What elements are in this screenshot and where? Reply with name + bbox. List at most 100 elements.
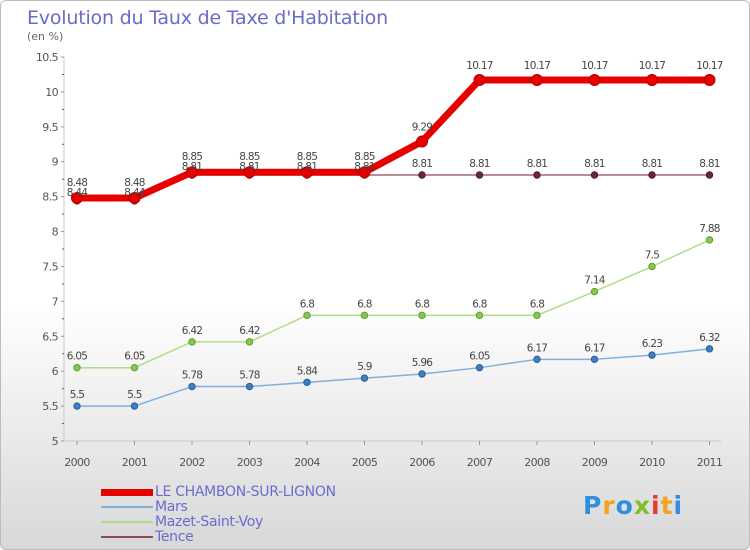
data-label: 8.81 bbox=[699, 158, 720, 170]
y-tick-label: 10 bbox=[45, 86, 58, 99]
data-label: 8.81 bbox=[297, 161, 318, 173]
data-point bbox=[303, 378, 311, 387]
legend-label: Mazet-Saint-Voy bbox=[155, 514, 263, 530]
y-tick-label: 10.5 bbox=[36, 51, 59, 64]
y-tick-label: 7.5 bbox=[42, 260, 58, 273]
x-tick-label: 2002 bbox=[179, 456, 205, 469]
data-label: 9.29 bbox=[412, 121, 433, 133]
data-label: 6.32 bbox=[699, 332, 720, 344]
data-point bbox=[475, 311, 484, 320]
data-label: 6.8 bbox=[300, 298, 315, 310]
data-point bbox=[73, 402, 81, 410]
data-label: 6.42 bbox=[239, 325, 260, 337]
data-point bbox=[475, 171, 484, 179]
data-label: 7.5 bbox=[645, 249, 660, 261]
legend-label: Tence bbox=[155, 529, 194, 545]
data-point bbox=[648, 262, 656, 271]
unit-label: (en %) bbox=[27, 30, 64, 43]
data-point bbox=[590, 287, 599, 296]
x-tick-label: 2005 bbox=[352, 456, 378, 469]
x-tick-label: 2001 bbox=[122, 456, 148, 469]
data-point bbox=[128, 192, 141, 205]
series-line-2 bbox=[76, 239, 711, 369]
data-label: 6.8 bbox=[415, 298, 430, 310]
data-point bbox=[303, 311, 311, 320]
legend-label: Mars bbox=[155, 499, 188, 515]
x-tick-label: 2009 bbox=[582, 456, 608, 469]
data-point bbox=[648, 351, 656, 359]
data-label: 5.78 bbox=[239, 370, 260, 382]
data-point bbox=[418, 311, 426, 320]
data-label: 8.81 bbox=[412, 158, 433, 170]
x-tick-label: 2004 bbox=[294, 456, 320, 469]
legend-swatch bbox=[101, 521, 153, 523]
y-tick-label: 8.5 bbox=[42, 191, 58, 204]
y-tick-label: 5.5 bbox=[42, 400, 58, 413]
data-label: 8.85 bbox=[239, 151, 260, 163]
data-point bbox=[360, 374, 369, 382]
data-label: 6.05 bbox=[67, 351, 88, 363]
data-label: 8.81 bbox=[527, 158, 548, 170]
data-point bbox=[590, 355, 599, 364]
data-point bbox=[301, 166, 313, 179]
data-label: 8.81 bbox=[642, 158, 663, 170]
series-line-0 bbox=[73, 76, 713, 202]
data-label: 6.17 bbox=[527, 342, 548, 354]
data-label: 5.5 bbox=[127, 389, 142, 401]
data-point bbox=[705, 345, 714, 353]
x-tick-label: 2008 bbox=[524, 456, 550, 469]
data-label: 5.5 bbox=[70, 389, 85, 401]
data-label: 8.81 bbox=[239, 161, 260, 173]
data-label: 8.85 bbox=[182, 151, 203, 163]
data-label: 6.8 bbox=[472, 298, 487, 310]
data-label: 10.17 bbox=[581, 60, 608, 72]
data-label: 7.88 bbox=[699, 223, 720, 235]
proxiti-logo: Proxiti bbox=[583, 491, 684, 520]
legend-label: LE CHAMBON-SUR-LIGNON bbox=[155, 484, 336, 500]
data-label: 8.85 bbox=[297, 151, 318, 163]
data-point bbox=[186, 166, 198, 179]
y-tick-label: 6 bbox=[52, 365, 59, 378]
data-point bbox=[703, 74, 716, 87]
data-label: 10.17 bbox=[696, 60, 723, 72]
data-point bbox=[130, 363, 139, 372]
x-tick-label: 2006 bbox=[409, 456, 435, 469]
data-point bbox=[705, 236, 714, 244]
data-point bbox=[360, 311, 369, 320]
data-point bbox=[475, 363, 484, 372]
y-tick-label: 6.5 bbox=[42, 330, 58, 343]
data-label: 8.81 bbox=[469, 158, 490, 170]
legend-swatch bbox=[101, 536, 153, 538]
data-label: 8.81 bbox=[182, 161, 203, 173]
x-tick-label: 2011 bbox=[697, 456, 723, 469]
data-point bbox=[590, 171, 599, 179]
data-label: 10.17 bbox=[639, 60, 666, 72]
data-point bbox=[533, 355, 541, 364]
data-point bbox=[188, 338, 196, 346]
data-label: 6.8 bbox=[530, 298, 545, 310]
data-point bbox=[531, 74, 543, 87]
y-tick-label: 9 bbox=[52, 156, 59, 169]
data-label: 10.17 bbox=[524, 60, 551, 72]
line-chart: 5 5.5 6 6.5 7 7.5 8 8.5 9 9.5 10 10.5 2000 2001 2002 20… bbox=[36, 51, 724, 469]
data-label: 5.96 bbox=[412, 357, 434, 369]
x-tick-label: 2003 bbox=[237, 456, 263, 469]
data-point bbox=[418, 370, 426, 378]
data-point bbox=[648, 171, 656, 179]
y-tick-label: 5 bbox=[52, 435, 59, 448]
data-point bbox=[588, 74, 601, 87]
data-label: 8.44 bbox=[124, 187, 146, 199]
series-line-1 bbox=[76, 348, 711, 407]
data-label: 6.42 bbox=[182, 325, 203, 337]
y-tick-label: 7 bbox=[52, 295, 59, 308]
data-label: 8.85 bbox=[354, 151, 375, 163]
data-point bbox=[358, 166, 371, 179]
data-label: 5.84 bbox=[297, 365, 319, 377]
legend-swatch bbox=[101, 506, 153, 508]
x-tick-label: 2010 bbox=[639, 456, 665, 469]
x-tick-label: 2007 bbox=[467, 456, 493, 469]
data-point bbox=[245, 338, 254, 346]
data-label: 6.23 bbox=[642, 338, 663, 350]
data-point bbox=[243, 166, 256, 179]
